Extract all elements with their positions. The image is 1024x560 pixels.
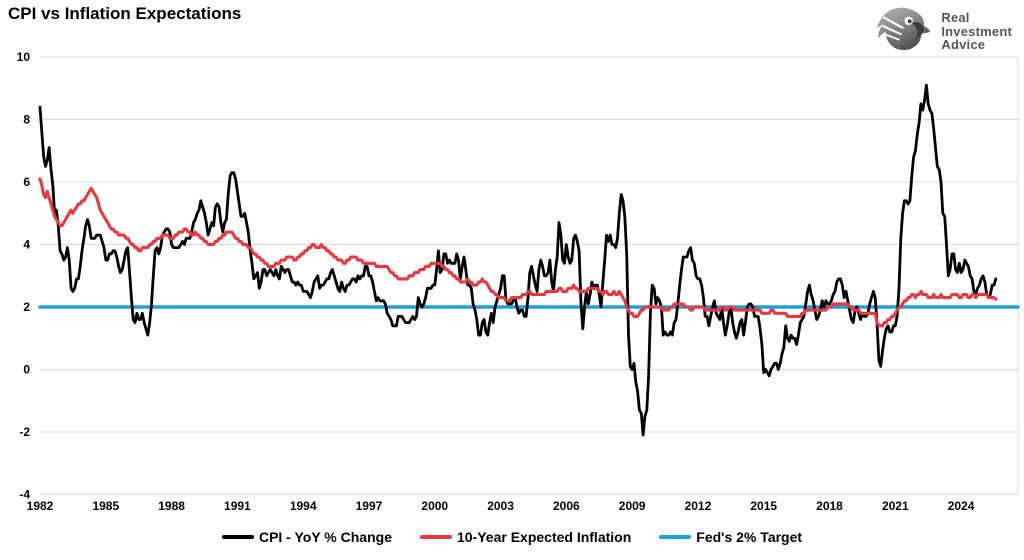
svg-text:1982: 1982 — [27, 499, 54, 513]
svg-text:10: 10 — [17, 50, 31, 64]
legend-item-fed-target: Fed's 2% Target — [659, 529, 802, 545]
expected-inflation-line-swatch — [419, 535, 452, 539]
chart-legend: CPI - YoY % Change 10-Year Expected Infl… — [0, 529, 1024, 545]
legend-label-expected-inflation: 10-Year Expected Inflation — [456, 529, 632, 545]
svg-text:0: 0 — [23, 363, 30, 377]
svg-text:8: 8 — [23, 113, 30, 127]
logo-line-1: Real — [941, 10, 970, 26]
legend-label-cpi: CPI - YoY % Change — [258, 529, 392, 545]
fed-target-line-swatch — [659, 535, 692, 539]
svg-text:2024: 2024 — [948, 499, 975, 513]
svg-text:1991: 1991 — [224, 499, 251, 513]
svg-text:-2: -2 — [19, 425, 30, 439]
svg-text:1985: 1985 — [92, 499, 119, 513]
svg-text:2018: 2018 — [816, 499, 843, 513]
svg-text:2006: 2006 — [553, 499, 580, 513]
cpi-line-swatch — [221, 535, 254, 539]
logo-line-3: Advice — [941, 37, 986, 53]
logo-line-2: Investment — [941, 23, 1012, 39]
svg-text:1988: 1988 — [158, 499, 185, 513]
svg-text:1994: 1994 — [290, 499, 317, 513]
svg-text:2021: 2021 — [882, 499, 909, 513]
svg-text:4: 4 — [23, 238, 30, 252]
svg-text:2012: 2012 — [685, 499, 712, 513]
logo-text: Real Investment Advice — [941, 11, 1012, 52]
svg-text:2: 2 — [23, 300, 30, 314]
legend-label-fed-target: Fed's 2% Target — [696, 529, 803, 545]
svg-text:6: 6 — [23, 175, 30, 189]
legend-item-cpi: CPI - YoY % Change — [221, 529, 392, 545]
ria-logo: Real Investment Advice — [876, 6, 1012, 57]
svg-text:2003: 2003 — [487, 499, 514, 513]
svg-text:2015: 2015 — [750, 499, 777, 513]
svg-text:-4: -4 — [19, 488, 30, 502]
eagle-icon — [876, 6, 934, 57]
svg-text:1997: 1997 — [356, 499, 383, 513]
legend-item-expected-inflation: 10-Year Expected Inflation — [419, 529, 632, 545]
chart-title: CPI vs Inflation Expectations — [8, 4, 242, 23]
svg-text:2000: 2000 — [421, 499, 448, 513]
svg-text:2009: 2009 — [619, 499, 646, 513]
